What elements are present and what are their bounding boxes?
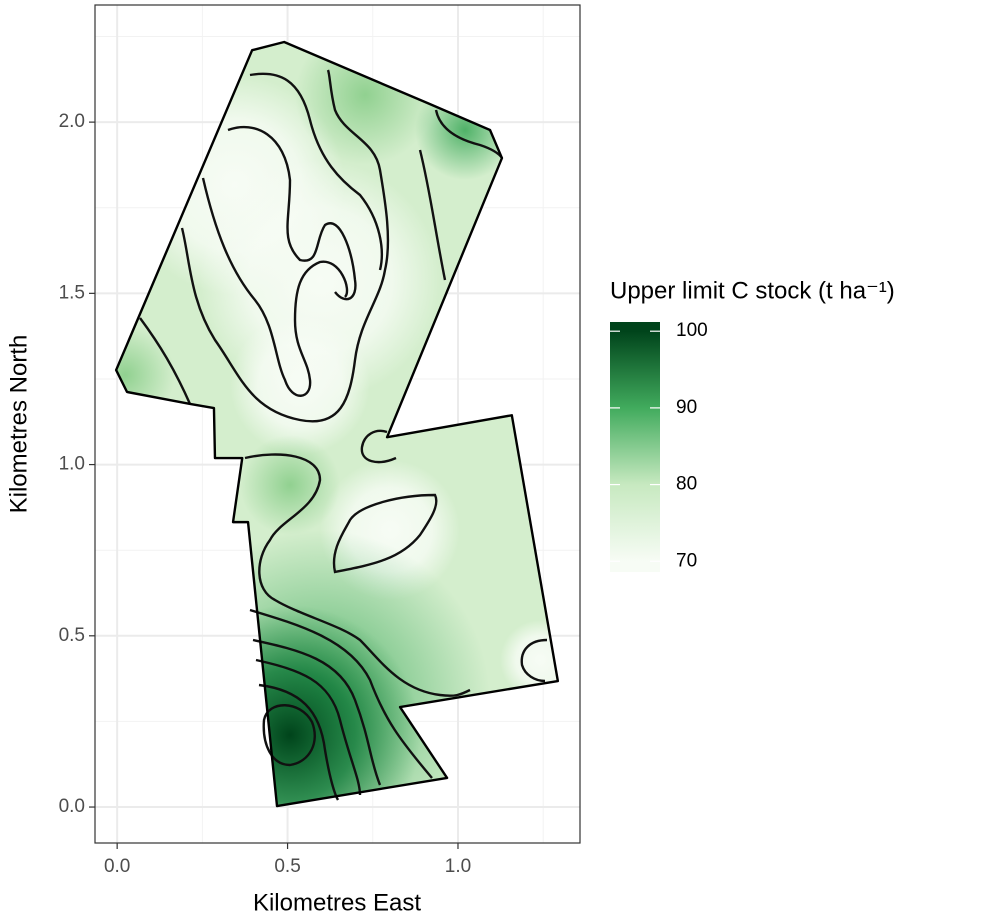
x-axis-title: Kilometres East bbox=[253, 889, 421, 916]
x-tick-label: 0.5 bbox=[274, 856, 300, 877]
colorbar-label: 100 bbox=[676, 320, 708, 341]
shading bbox=[500, 620, 558, 700]
contour-line bbox=[262, 704, 316, 767]
contour-line bbox=[139, 317, 192, 405]
x-tick-label: 1.0 bbox=[445, 856, 471, 877]
contour-line bbox=[520, 638, 548, 683]
y-tick-label: 0.5 bbox=[59, 625, 85, 646]
y-axis-title: Kilometres North bbox=[5, 335, 32, 514]
colorbar-label: 90 bbox=[676, 397, 697, 418]
panel-border bbox=[94, 4, 581, 844]
contour-line bbox=[227, 125, 357, 301]
contour-line bbox=[249, 608, 433, 779]
colorbar-label: 80 bbox=[676, 474, 697, 495]
colorbar bbox=[610, 322, 660, 572]
contours bbox=[139, 69, 548, 801]
contour-line bbox=[249, 72, 383, 271]
y-tick-label: 1.5 bbox=[59, 282, 85, 303]
contour-line bbox=[332, 493, 438, 574]
contour-line bbox=[255, 658, 362, 796]
contour-line bbox=[180, 69, 390, 423]
contour-line bbox=[360, 429, 397, 464]
contour-line bbox=[434, 109, 503, 159]
contour-line bbox=[418, 149, 447, 281]
field-boundary bbox=[114, 40, 560, 808]
y-tick-label: 0.0 bbox=[59, 796, 85, 817]
contour-line bbox=[258, 683, 340, 801]
shading bbox=[230, 315, 370, 455]
y-tick-label: 2.0 bbox=[59, 111, 85, 132]
contour-line bbox=[201, 177, 349, 397]
y-tick-label: 1.0 bbox=[59, 454, 85, 475]
x-tick-label: 0.0 bbox=[104, 856, 130, 877]
shading bbox=[240, 435, 340, 535]
colorbar-title: Upper limit C stock (t ha⁻¹) bbox=[610, 277, 895, 304]
contour-line bbox=[252, 638, 382, 786]
colorbar-label: 70 bbox=[676, 550, 697, 571]
contour-line bbox=[244, 453, 471, 697]
